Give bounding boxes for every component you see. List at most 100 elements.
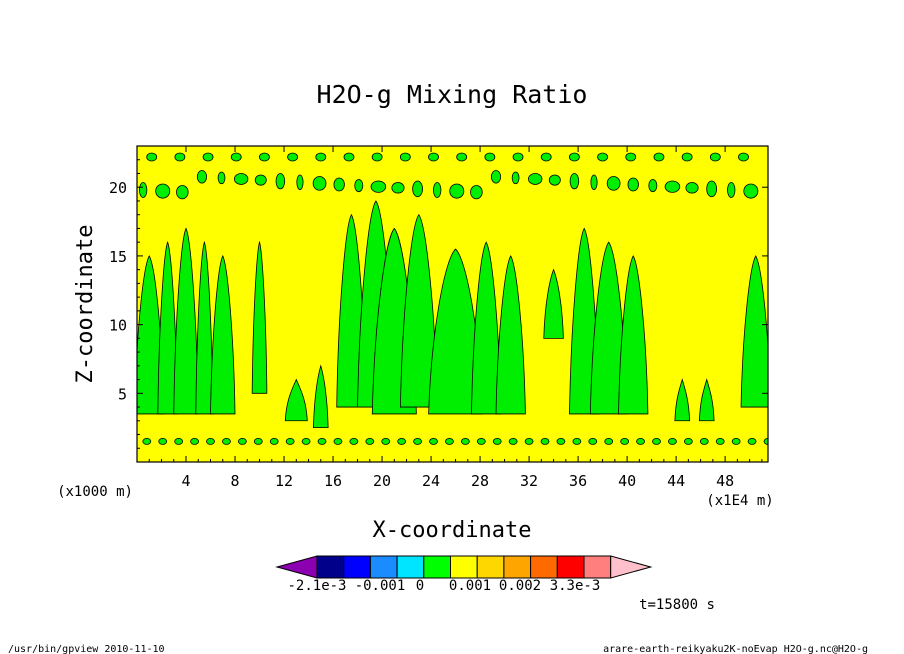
y-tick-label: 20 [109, 179, 127, 197]
contour-blob [217, 171, 226, 185]
contour-blob [727, 182, 736, 198]
contour-blob [456, 152, 468, 162]
contour-blob [371, 152, 383, 162]
contour-blob [572, 437, 582, 445]
contour-plume [495, 255, 526, 415]
contour-blob [230, 152, 242, 162]
contour-blob [627, 177, 639, 192]
contour-blob [620, 437, 630, 445]
colorbar-label: -0.001 [355, 578, 406, 594]
contour-blob [648, 179, 658, 193]
contour-blob [222, 437, 231, 445]
contour-blob [664, 180, 681, 193]
contour-blob [296, 174, 304, 190]
x-tick-label: 36 [569, 472, 587, 490]
x-axis: 4 8 12 16 20 24 28 32 36 40 44 48 [148, 146, 763, 490]
contour-plume [173, 227, 199, 415]
contour-blob [528, 173, 543, 185]
colorbar-label: 3.3e-3 [550, 578, 601, 594]
colorbar-cell [503, 555, 532, 579]
contour-blob [397, 437, 407, 445]
contour-blob [233, 173, 249, 185]
contour-blob [569, 173, 580, 190]
contour-blob [540, 437, 550, 445]
contour-blob [699, 437, 709, 445]
contour-blob [237, 437, 247, 445]
colorbar-cell [396, 555, 425, 579]
contour-blob [590, 174, 598, 190]
contour-blob [343, 152, 355, 162]
x-tick-label: 24 [422, 472, 440, 490]
contour-blob [176, 185, 189, 200]
contour-blob [142, 437, 152, 445]
x-tick-label: 20 [373, 472, 391, 490]
contour-blob [196, 170, 207, 184]
contour-blob [763, 437, 768, 445]
contour-blob [706, 180, 717, 198]
contour-blob [470, 185, 483, 200]
contour-blob [333, 177, 345, 192]
colorbar-cell [316, 555, 345, 579]
contour-blob [381, 437, 391, 445]
contour-blob [540, 152, 552, 162]
y-tick-label: 15 [109, 248, 127, 266]
contour-field [137, 152, 768, 445]
contour-blob [511, 171, 520, 185]
contour-blob [588, 437, 598, 445]
contour-blob [492, 437, 502, 445]
contour-blob [606, 176, 621, 191]
contour-blob [484, 152, 496, 162]
contour-blob [636, 437, 645, 445]
contour-blob [312, 176, 327, 191]
contour-blob [354, 179, 364, 193]
contour-blob [476, 437, 486, 445]
colorbar-under-triangle [275, 555, 318, 579]
contour-blob [146, 152, 158, 162]
contour-plume [195, 240, 214, 415]
contour-blob [668, 437, 677, 445]
plot-frame [136, 145, 769, 463]
contour-blob [174, 152, 186, 162]
contour-plume [251, 240, 268, 394]
contour-plume [740, 255, 768, 408]
x-tick-label: 12 [275, 472, 293, 490]
colorbar-cell [423, 555, 451, 579]
chart-title: H2O-g Mixing Ratio [317, 80, 588, 109]
contour-blob [604, 437, 614, 445]
contour-blob [399, 152, 411, 162]
colorbar-cell [583, 555, 612, 579]
colorbar-cell [476, 555, 505, 579]
x-tick-label: 40 [618, 472, 636, 490]
contour-blob [428, 152, 439, 162]
colorbar-over-triangle [610, 555, 653, 579]
contour-blob [301, 437, 311, 445]
contour-blob [287, 152, 299, 162]
colorbar-cell [556, 555, 585, 579]
contour-blob [285, 437, 295, 445]
time-label: t=15800 s [639, 597, 715, 613]
colorbar-cell [530, 555, 558, 579]
contour-plume [698, 378, 715, 422]
contour-blob [731, 437, 741, 445]
colorbar-cell [369, 555, 398, 579]
colorbar-cell [343, 555, 371, 579]
contour-blob [206, 437, 215, 445]
x-tick-label: 28 [471, 472, 489, 490]
colorbar-label: 0.002 [499, 578, 541, 594]
contour-blob [317, 437, 327, 445]
contour-blob [490, 170, 502, 184]
y-tick-label: 10 [109, 317, 127, 335]
contour-blob [433, 182, 442, 198]
contour-blob [429, 437, 438, 445]
contour-plume [618, 255, 649, 415]
contour-blob [653, 152, 665, 162]
contour-blob [512, 152, 524, 162]
footer-right: arare-earth-reikyaku2K-noEvap_H2O-g.nc@H… [603, 644, 868, 654]
contour-blob [138, 182, 148, 198]
x-tick-label: 8 [231, 472, 240, 490]
x-unit-right: (x1E4 m) [706, 493, 773, 509]
x-tick-label: 4 [181, 472, 190, 490]
contour-blob [349, 437, 359, 445]
colorbar-label: -2.1e-3 [287, 578, 346, 594]
